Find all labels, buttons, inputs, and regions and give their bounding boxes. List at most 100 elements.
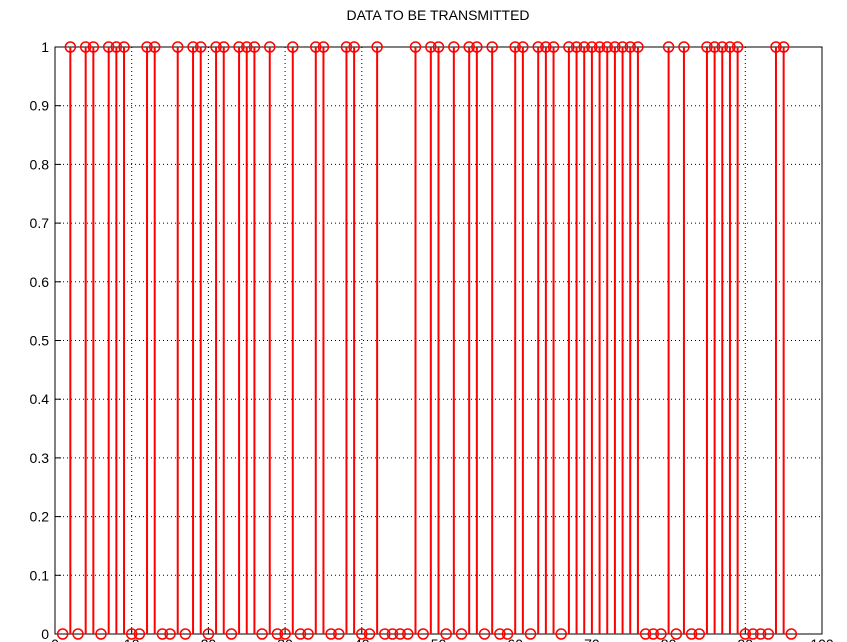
stem-marker xyxy=(670,628,683,640)
stem-marker xyxy=(148,41,161,53)
stem-marker xyxy=(202,628,215,640)
stem-marker xyxy=(570,41,583,53)
stem-marker xyxy=(294,628,307,640)
stem-marker xyxy=(578,41,590,53)
stem-marker xyxy=(310,41,322,53)
stem-marker xyxy=(685,628,698,640)
stem-marker xyxy=(517,41,529,53)
stem-marker xyxy=(532,41,544,53)
stem-marker xyxy=(118,41,130,53)
stem-marker xyxy=(164,628,176,640)
stem-marker xyxy=(256,628,268,640)
stem-marker xyxy=(417,628,429,640)
stem-marker xyxy=(72,628,84,640)
stem-marker xyxy=(632,41,644,53)
stem-marker xyxy=(402,628,414,640)
stem-marker xyxy=(440,628,452,640)
x-tick-label: 100 xyxy=(810,636,834,642)
stem-marker xyxy=(87,41,100,53)
stem-marker xyxy=(754,628,767,640)
stem-marker xyxy=(547,41,560,53)
stem-marker xyxy=(478,628,491,640)
y-tick-label: 1 xyxy=(41,39,49,55)
stem-marker xyxy=(601,41,613,53)
stem-marker xyxy=(386,628,399,640)
stem-marker xyxy=(356,628,368,640)
stem-marker xyxy=(770,41,782,53)
stem-marker xyxy=(133,628,146,640)
stem-marker xyxy=(156,628,169,640)
stem-marker xyxy=(785,628,798,640)
stem-marker xyxy=(79,41,92,53)
stem-marker xyxy=(225,628,238,640)
stem-marker xyxy=(210,41,222,53)
stem-marker xyxy=(593,41,606,53)
stem-marker xyxy=(371,41,383,53)
stem-marker xyxy=(194,41,207,53)
stem-marker xyxy=(64,41,77,53)
stem-marker xyxy=(125,628,138,640)
y-tick-label: 0.7 xyxy=(30,215,50,231)
x-tick-label: 50 xyxy=(431,636,447,642)
stem-marker xyxy=(716,41,729,53)
stem-marker xyxy=(701,41,713,53)
stem-marker xyxy=(509,41,521,53)
stem-marker xyxy=(448,41,460,53)
stem-marker xyxy=(217,41,230,53)
stem-marker xyxy=(639,628,652,640)
stem-marker xyxy=(471,41,483,53)
stem-marker xyxy=(141,41,153,53)
stem-marker xyxy=(624,41,636,53)
stem-marker xyxy=(463,41,475,53)
stem-marker xyxy=(241,41,253,53)
stem-marker xyxy=(425,41,437,53)
stem-marker xyxy=(187,41,199,53)
stem-marker xyxy=(56,628,69,640)
y-tick-label: 0.1 xyxy=(30,567,50,583)
stem-marker xyxy=(95,628,107,640)
y-tick-label: 0.8 xyxy=(30,156,50,172)
stem-marker xyxy=(233,41,245,53)
chart-title: DATA TO BE TRANSMITTED xyxy=(346,7,529,23)
stem-marker xyxy=(264,41,276,53)
stem-marker xyxy=(609,41,621,53)
stem-marker xyxy=(662,41,675,53)
stem-marker xyxy=(739,628,752,640)
stem-marker xyxy=(171,41,184,53)
stem-marker xyxy=(102,41,115,53)
y-tick-label: 0.6 xyxy=(30,274,50,290)
stem-marker xyxy=(494,628,506,640)
y-tick-label: 0.3 xyxy=(30,450,50,466)
stem-marker xyxy=(524,628,537,640)
stem-marker xyxy=(747,628,759,640)
stem-marker xyxy=(563,41,575,53)
stem-marker xyxy=(279,628,291,640)
stem-marker xyxy=(655,628,667,640)
stem-marker xyxy=(455,628,468,640)
stem-marker xyxy=(248,41,261,53)
stem-marker xyxy=(409,41,422,53)
stem-marker xyxy=(432,41,445,53)
stem-marker xyxy=(110,41,123,53)
stem-marker xyxy=(486,41,498,53)
stem-marker xyxy=(555,628,567,640)
x-tick-label: 70 xyxy=(584,636,600,642)
y-tick-label: 0.9 xyxy=(30,98,50,114)
stem-marker xyxy=(333,628,345,640)
stem-marker xyxy=(708,41,721,53)
stem-marker xyxy=(271,628,284,640)
stem-marker xyxy=(348,41,360,53)
stem-marker xyxy=(317,41,330,53)
stem-marker xyxy=(647,628,660,640)
stem-marker xyxy=(179,628,192,640)
stem-marker xyxy=(501,628,514,640)
stem-marker xyxy=(678,41,690,53)
stem-marker xyxy=(540,41,552,53)
x-tick-label: 0 xyxy=(51,636,59,642)
stem-marker xyxy=(287,41,299,53)
stem-marker xyxy=(394,628,406,640)
x-tick-label: 80 xyxy=(661,636,677,642)
stem-marker xyxy=(586,41,598,53)
